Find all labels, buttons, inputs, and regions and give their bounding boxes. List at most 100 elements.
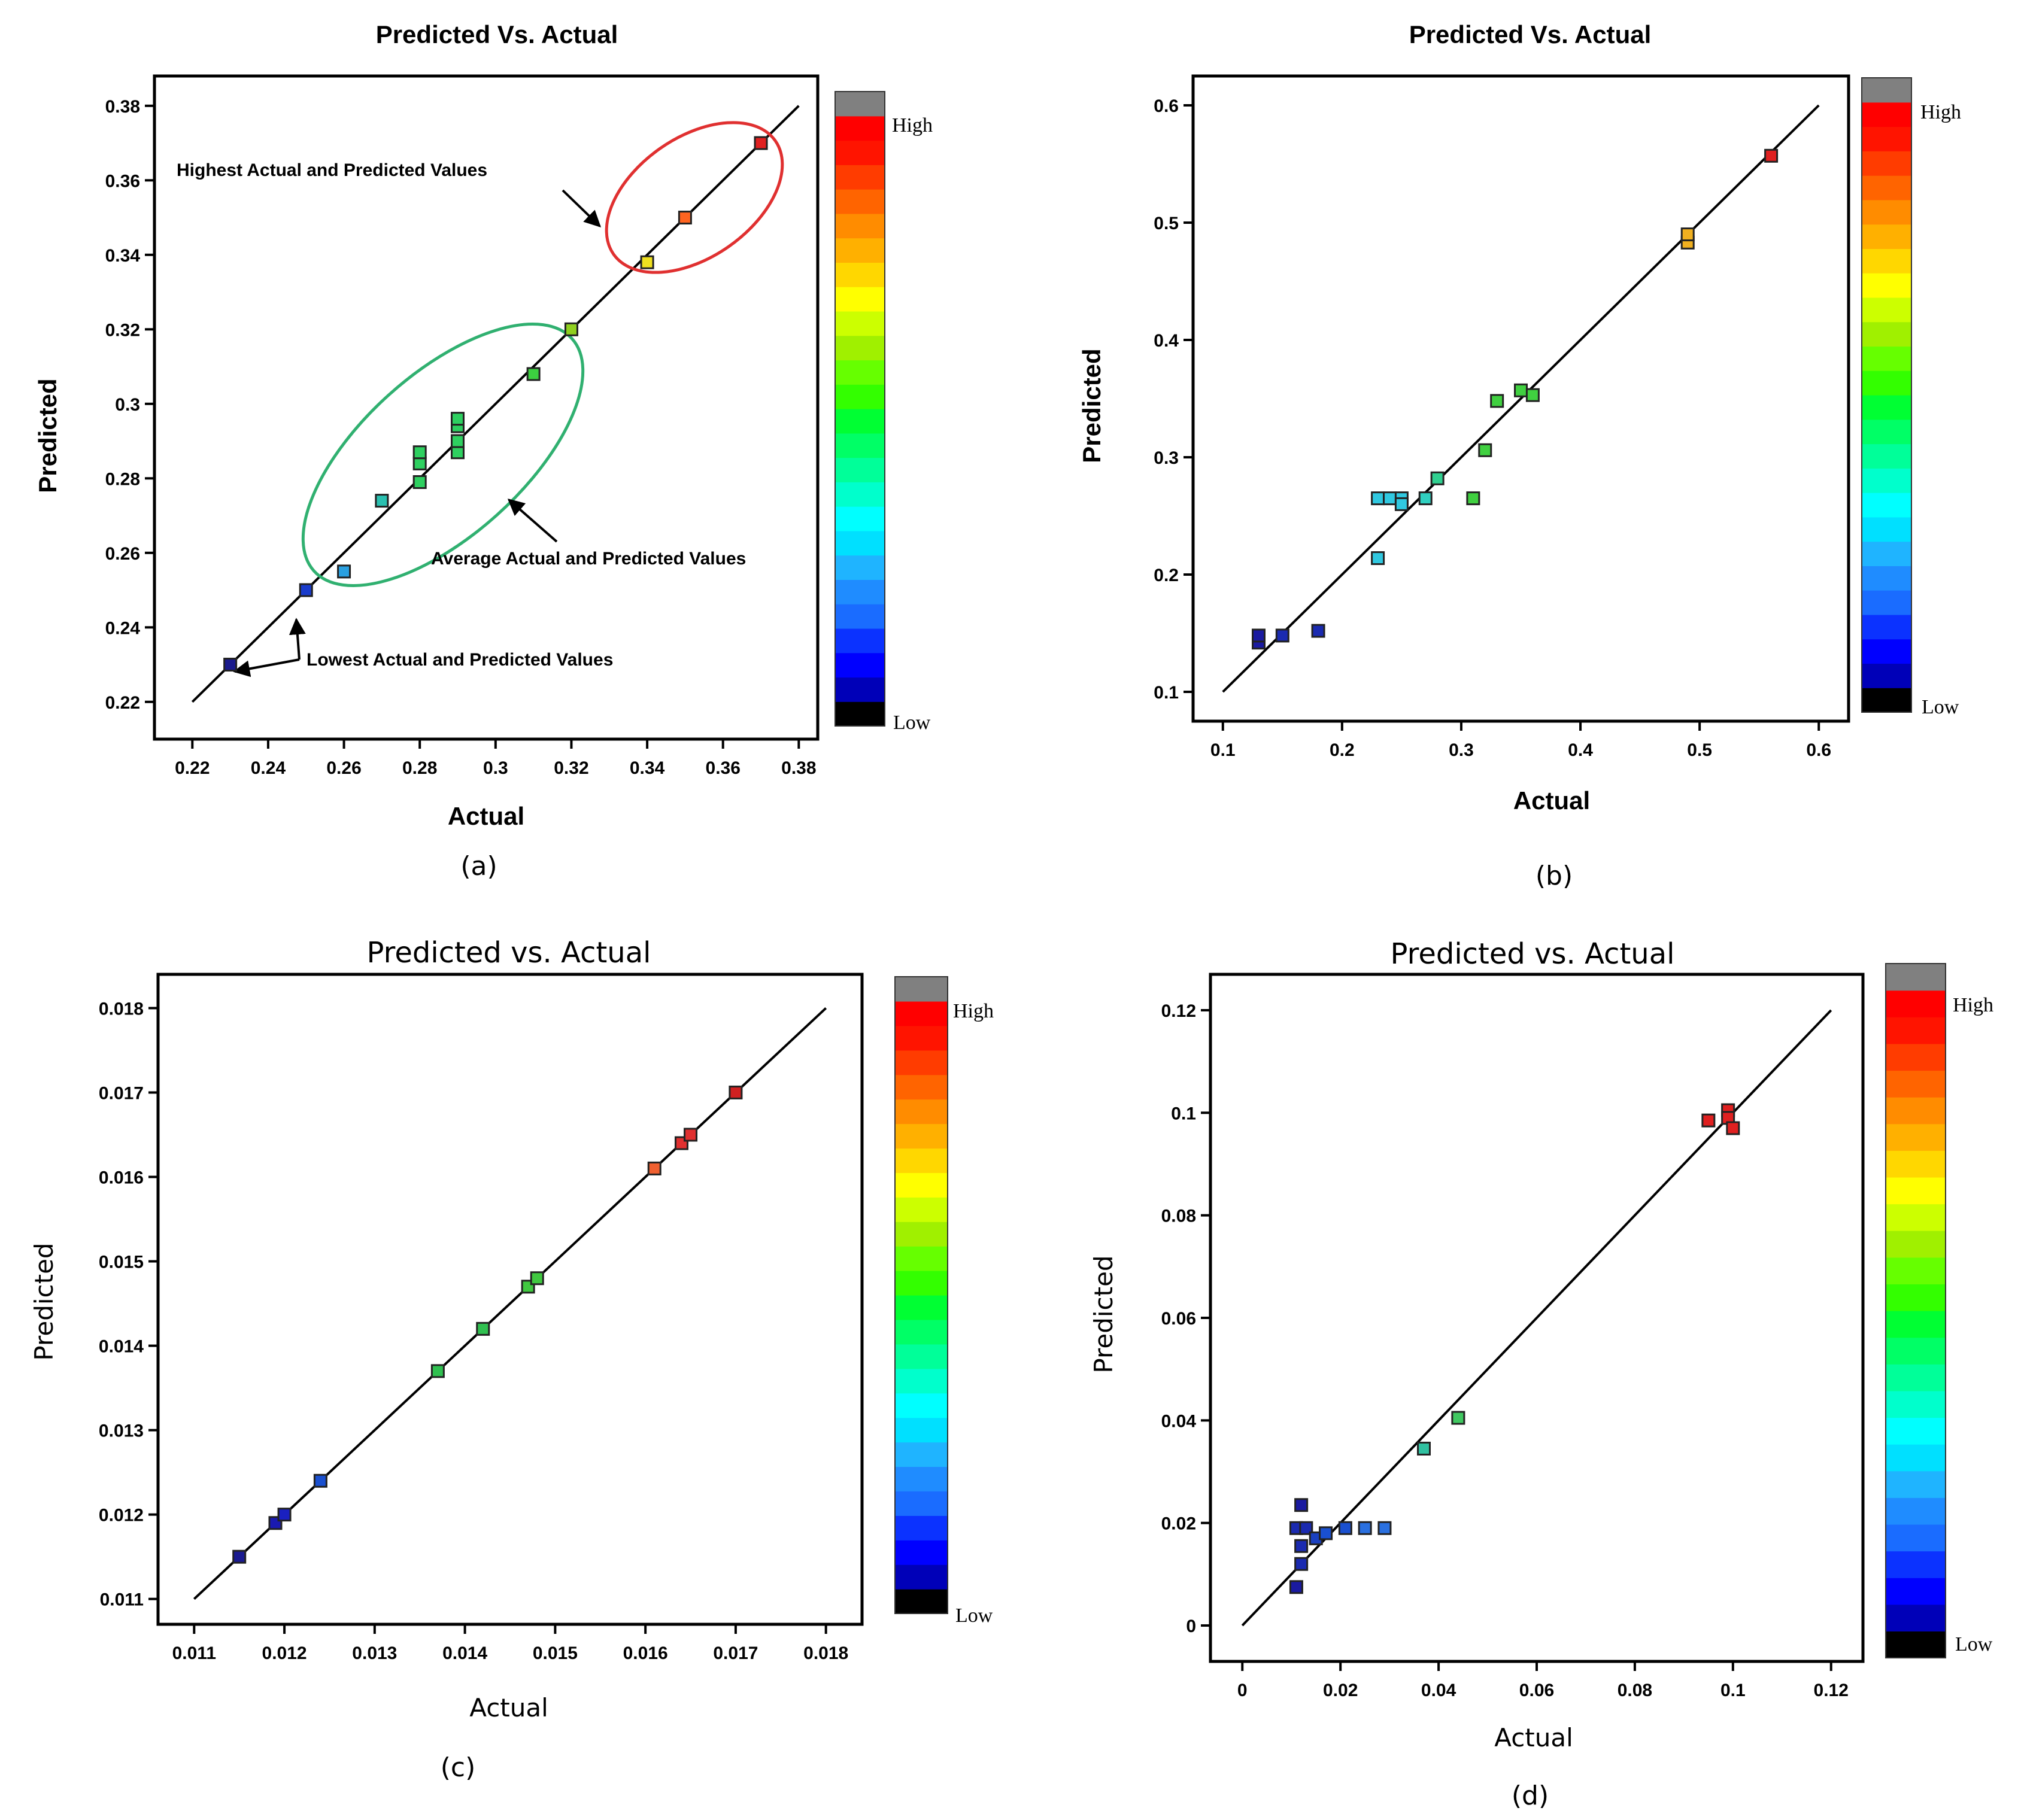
chart-a-colorbar-segment — [835, 92, 885, 117]
chart-a-x-axis: 0.22 0.24 0.26 0.28 0.3 0.32 0.34 0.36 0.38 — [175, 739, 817, 778]
chart-b-points — [1252, 148, 1779, 650]
chart-c-colorbar-segment — [895, 1589, 948, 1614]
chart-c-colorbar — [894, 976, 948, 1614]
chart-d-colorbar-segment — [1886, 1364, 1946, 1391]
chart-c-ytick-label: 0.013 — [99, 1421, 144, 1441]
chart-a-data-point — [412, 445, 427, 460]
chart-b: Predicted Vs. Actual 0.1 0.2 0.3 0.4 0.5 0.6 … — [1078, 20, 1961, 891]
chart-a-data-point — [754, 136, 768, 150]
chart-a-colorbar-segment — [835, 457, 885, 482]
chart-b-x-axis: 0.1 0.2 0.3 0.4 0.5 0.6 — [1210, 721, 1831, 760]
chart-d-xtick-label: 0 — [1237, 1681, 1248, 1700]
chart-d-ytick-label: 0.06 — [1161, 1309, 1196, 1329]
chart-c: Predicted vs. Actual 0.011 0.012 0.013 0.01… — [29, 936, 994, 1783]
chart-d-colorbar-high-label: High — [1953, 994, 1993, 1016]
chart-a-xtick-label: 0.26 — [326, 758, 361, 778]
chart-b-y-axis: 0.1 0.2 0.3 0.4 0.5 0.6 — [1154, 96, 1193, 703]
chart-c-colorbar-segment — [895, 1295, 948, 1320]
chart-b-data-point — [1371, 551, 1385, 566]
chart-c-data-point — [313, 1473, 327, 1488]
chart-d-colorbar-segment — [1886, 1177, 1946, 1205]
chart-d-data-point — [1701, 1113, 1716, 1128]
chart-d-colorbar-segment — [1886, 1284, 1946, 1311]
chart-d-data-point — [1377, 1521, 1392, 1535]
chart-b-ytick-label: 0.4 — [1154, 331, 1179, 351]
chart-c-data-point — [684, 1128, 698, 1142]
chart-a-diagonal-line — [191, 105, 800, 703]
chart-b-xtick-label: 0.2 — [1330, 740, 1355, 760]
chart-c-colorbar-segment — [895, 1491, 948, 1516]
chart-a-colorbar-segment — [835, 652, 885, 678]
chart-b-data-point — [1371, 491, 1385, 506]
chart-d-data-point — [1319, 1526, 1333, 1541]
chart-c-colorbar-segment — [895, 1319, 948, 1345]
chart-b-data-point — [1252, 628, 1266, 643]
chart-c-colorbar-segment — [895, 1344, 948, 1369]
chart-c-colorbar-segment — [895, 1393, 948, 1418]
chart-c-diagonal-line — [193, 1007, 827, 1600]
chart-a-colorbar-low-label: Low — [893, 712, 931, 734]
chart-a-colorbar-frame — [835, 91, 885, 727]
chart-d-colorbar-segment — [1886, 1578, 1946, 1605]
chart-d-colorbar-low-label: Low — [1955, 1633, 1993, 1655]
chart-a-panel-label: (a) — [460, 851, 497, 882]
chart-d-colorbar-segment — [1886, 1497, 1946, 1525]
chart-d-colorbar-segment — [1886, 1230, 1946, 1258]
chart-a-data-point — [678, 211, 692, 225]
chart-c-colorbar-segment — [895, 1246, 948, 1271]
chart-c-xtick-label: 0.013 — [352, 1643, 397, 1663]
chart-a-highest-ellipse — [605, 121, 784, 274]
chart-d-colorbar-segment — [1886, 1204, 1946, 1231]
chart-d-colorbar-segment — [1886, 1631, 1946, 1658]
chart-b-colorbar — [1861, 77, 1912, 713]
chart-c-xtick-label: 0.017 — [713, 1643, 758, 1663]
chart-a-data-point — [412, 475, 427, 489]
chart-b-colorbar-frame — [1861, 77, 1912, 713]
chart-a-plot-frame — [153, 74, 820, 741]
chart-d-colorbar-segment — [1886, 964, 1946, 991]
chart-a-data-point — [299, 583, 313, 597]
chart-a-colorbar-segment — [835, 140, 885, 165]
chart-c-ytick-label: 0.018 — [99, 999, 144, 1019]
chart-a-colorbar-segment — [835, 677, 885, 702]
chart-b-panel-label: (b) — [1536, 861, 1573, 891]
chart-a-colorbar-segment — [835, 213, 885, 239]
chart-d-colorbar-segment — [1886, 1123, 1946, 1151]
chart-d-colorbar-frame — [1885, 963, 1946, 1658]
chart-a-ytick-label: 0.26 — [105, 544, 140, 564]
chart-d-xtick-label: 0.1 — [1720, 1681, 1746, 1700]
chart-c-colorbar-segment — [895, 1564, 948, 1590]
chart-c-points — [232, 1085, 743, 1564]
chart-c-ylabel: Predicted — [29, 1242, 59, 1360]
chart-d-colorbar-segment — [1886, 1257, 1946, 1284]
chart-b-colorbar-segment — [1862, 346, 1911, 371]
chart-c-colorbar-segment — [895, 1515, 948, 1541]
chart-a-colorbar — [835, 91, 885, 727]
chart-a-data-point — [451, 412, 465, 426]
chart-b-data-point — [1680, 227, 1695, 242]
chart-d-data-point — [1294, 1539, 1309, 1553]
chart-c-ytick-label: 0.011 — [100, 1590, 144, 1610]
chart-a-ytick-label: 0.22 — [105, 693, 140, 713]
chart-d-colorbar-segment — [1886, 1337, 1946, 1365]
chart-a-colorbar-segment — [835, 384, 885, 409]
chart-a-title: Predicted Vs. Actual — [376, 20, 618, 48]
chart-a-data-point — [564, 322, 578, 336]
chart-c-colorbar-segment — [895, 1025, 948, 1051]
chart-c-xtick-label: 0.011 — [172, 1643, 216, 1663]
chart-c-colorbar-high-label: High — [953, 1000, 994, 1022]
chart-b-colorbar-segment — [1862, 224, 1911, 249]
chart-d-colorbar-segment — [1886, 1017, 1946, 1044]
chart-a-xlabel: Actual — [448, 802, 524, 830]
chart-d-colorbar-segment — [1886, 1150, 1946, 1178]
chart-d-title: Predicted vs. Actual — [1391, 937, 1675, 971]
chart-d-data-point — [1294, 1557, 1309, 1571]
chart-b-ytick-label: 0.6 — [1154, 96, 1179, 116]
chart-d-colorbar-segment — [1886, 1444, 1946, 1472]
chart-c-colorbar-segment — [895, 1074, 948, 1100]
chart-a-colorbar-segment — [835, 701, 885, 727]
chart-a-colorbar-segment — [835, 433, 885, 458]
chart-c-colorbar-segment — [895, 1417, 948, 1443]
chart-b-data-point — [1466, 491, 1480, 506]
chart-b-colorbar-segment — [1862, 663, 1911, 688]
